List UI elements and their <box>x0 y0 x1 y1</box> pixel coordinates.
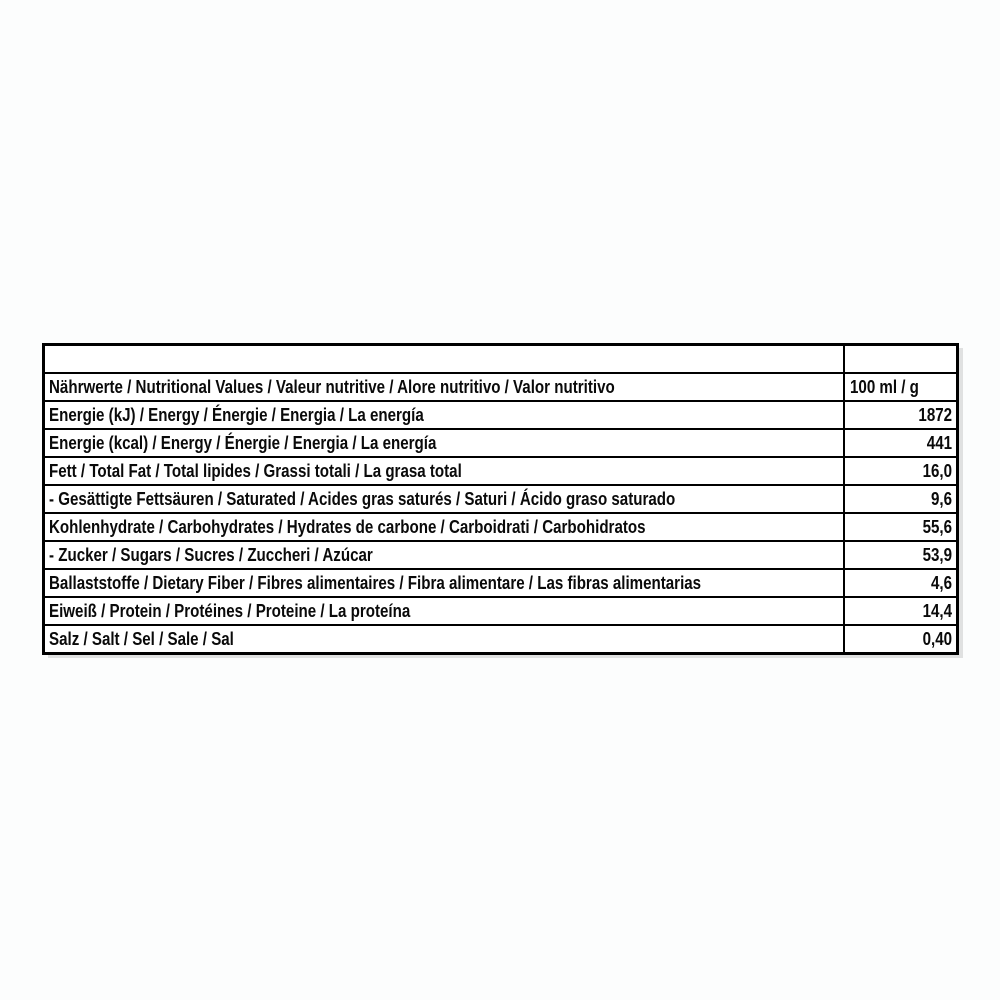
nutrient-label: Kohlenhydrate / Carbohydrates / Hydrates… <box>49 517 646 537</box>
table-row-protein: Eiweiß / Protein / Protéines / Proteine … <box>42 596 959 626</box>
value-cell: 1872 <box>842 400 959 430</box>
nutrient-value: 0,40 <box>922 629 952 649</box>
nutrient-value: 14,4 <box>922 601 952 621</box>
nutrient-label: Energie (kJ) / Energy / Énergie / Energi… <box>49 405 424 425</box>
value-header-cell: 100 ml / g <box>842 372 959 402</box>
nutrient-label: Eiweiß / Protein / Protéines / Proteine … <box>49 601 411 621</box>
value-cell: 16,0 <box>842 456 959 486</box>
nutrient-value: 4,6 <box>930 573 952 593</box>
nutrient-label: - Gesättigte Fettsäuren / Saturated / Ac… <box>49 489 676 509</box>
nutrient-label-cell: Nährwerte / Nutritional Values / Valeur … <box>42 372 845 402</box>
table-row-header: Nährwerte / Nutritional Values / Valeur … <box>42 372 959 402</box>
table-row-carbohydrates: Kohlenhydrate / Carbohydrates / Hydrates… <box>42 512 959 542</box>
table-row-energy-kj: Energie (kJ) / Energy / Énergie / Energi… <box>42 400 959 430</box>
table-row-empty <box>42 343 959 374</box>
nutrient-value: 9,6 <box>930 489 952 509</box>
nutrient-label: - Zucker / Sugars / Sucres / Zuccheri / … <box>49 545 373 565</box>
value-cell: 441 <box>842 428 959 458</box>
nutrient-value: 16,0 <box>922 461 952 481</box>
value-cell: 9,6 <box>842 484 959 514</box>
nutrient-label: Energie (kcal) / Energy / Énergie / Ener… <box>49 433 437 453</box>
nutrient-label-cell: Eiweiß / Protein / Protéines / Proteine … <box>42 596 845 626</box>
empty-value-cell <box>842 343 959 374</box>
nutrient-label: Salz / Salt / Sel / Sale / Sal <box>49 629 234 649</box>
nutrients-header-label: Nährwerte / Nutritional Values / Valeur … <box>49 377 615 397</box>
nutrition-table-body: Nährwerte / Nutritional Values / Valeur … <box>42 343 959 655</box>
nutrient-value: 1872 <box>918 405 952 425</box>
table-row-saturated-fat: - Gesättigte Fettsäuren / Saturated / Ac… <box>42 484 959 514</box>
nutrient-value: 441 <box>926 433 952 453</box>
nutrition-table: Nährwerte / Nutritional Values / Valeur … <box>42 343 959 655</box>
nutrient-value: 53,9 <box>922 545 952 565</box>
value-cell: 55,6 <box>842 512 959 542</box>
nutrient-label-cell: Ballaststoffe / Dietary Fiber / Fibres a… <box>42 568 845 598</box>
value-cell: 0,40 <box>842 624 959 655</box>
nutrient-label: Ballaststoffe / Dietary Fiber / Fibres a… <box>49 573 702 593</box>
nutrient-label-cell: - Zucker / Sugars / Sucres / Zuccheri / … <box>42 540 845 570</box>
table-row-energy-kcal: Energie (kcal) / Energy / Énergie / Ener… <box>42 428 959 458</box>
value-cell: 4,6 <box>842 568 959 598</box>
nutrient-label-cell: Salz / Salt / Sel / Sale / Sal <box>42 624 845 655</box>
value-cell: 53,9 <box>842 540 959 570</box>
table-row-salt: Salz / Salt / Sel / Sale / Sal 0,40 <box>42 624 959 655</box>
nutrient-label-cell: Energie (kcal) / Energy / Énergie / Ener… <box>42 428 845 458</box>
nutrient-label-cell: Energie (kJ) / Energy / Énergie / Energi… <box>42 400 845 430</box>
value-cell: 14,4 <box>842 596 959 626</box>
table-row-fat: Fett / Total Fat / Total lipides / Grass… <box>42 456 959 486</box>
nutrient-label: Fett / Total Fat / Total lipides / Grass… <box>49 461 462 481</box>
empty-label-cell <box>42 343 845 374</box>
nutrient-label-cell: - Gesättigte Fettsäuren / Saturated / Ac… <box>42 484 845 514</box>
value-column-header: 100 ml / g <box>849 377 919 397</box>
nutrient-value: 55,6 <box>922 517 952 537</box>
table-row-sugars: - Zucker / Sugars / Sucres / Zuccheri / … <box>42 540 959 570</box>
table-row-fiber: Ballaststoffe / Dietary Fiber / Fibres a… <box>42 568 959 598</box>
nutrient-label-cell: Fett / Total Fat / Total lipides / Grass… <box>42 456 845 486</box>
nutrient-label-cell: Kohlenhydrate / Carbohydrates / Hydrates… <box>42 512 845 542</box>
